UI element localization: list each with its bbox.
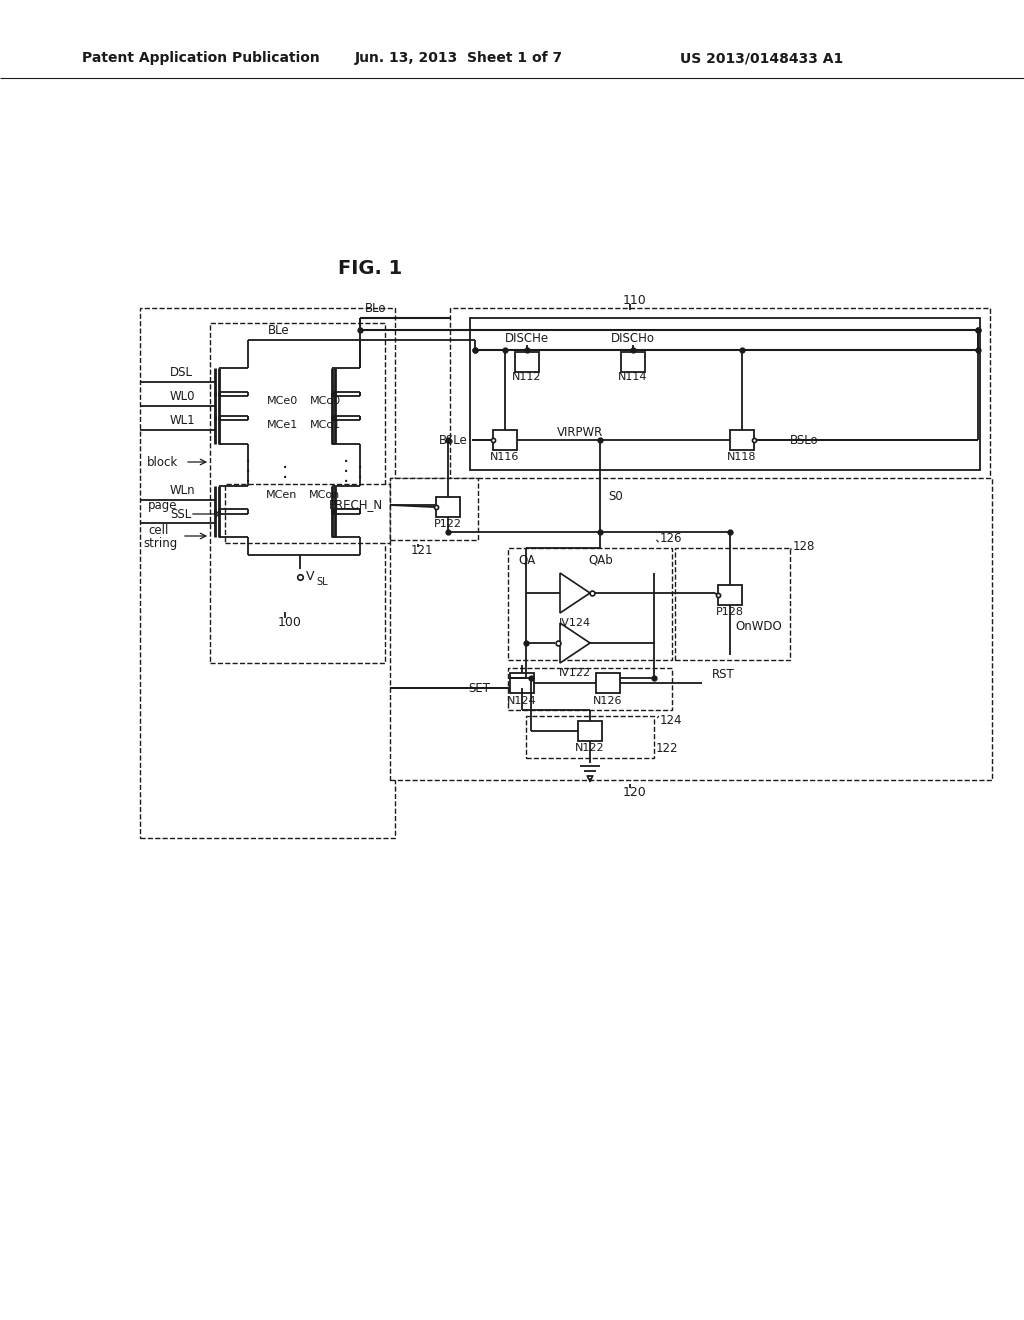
Text: 110: 110 bbox=[624, 293, 647, 306]
Text: ·: · bbox=[245, 462, 251, 482]
Text: Patent Application Publication: Patent Application Publication bbox=[82, 51, 319, 65]
Text: FIG. 1: FIG. 1 bbox=[338, 259, 402, 277]
Text: MCe0: MCe0 bbox=[266, 396, 298, 407]
Text: VIRPWR: VIRPWR bbox=[557, 425, 603, 438]
Text: P122: P122 bbox=[434, 519, 462, 529]
Text: 124: 124 bbox=[660, 714, 683, 726]
Text: P128: P128 bbox=[716, 607, 744, 616]
Text: QAb: QAb bbox=[588, 553, 612, 566]
Bar bbox=[578, 721, 602, 741]
Bar bbox=[510, 673, 534, 693]
Text: 122: 122 bbox=[656, 742, 679, 755]
Bar bbox=[140, 308, 395, 838]
Text: 100: 100 bbox=[279, 615, 302, 628]
Text: N116: N116 bbox=[490, 451, 520, 462]
Text: ·: · bbox=[282, 458, 288, 478]
Text: BLo: BLo bbox=[365, 302, 386, 315]
Text: MCo0: MCo0 bbox=[309, 396, 341, 407]
Bar bbox=[730, 430, 754, 450]
Bar bbox=[675, 548, 790, 660]
Bar bbox=[508, 668, 672, 710]
Text: string: string bbox=[143, 536, 177, 549]
Text: block: block bbox=[147, 455, 178, 469]
Text: QA: QA bbox=[518, 553, 536, 566]
Text: BLe: BLe bbox=[268, 325, 290, 338]
Bar bbox=[493, 430, 517, 450]
Text: Jun. 13, 2013  Sheet 1 of 7: Jun. 13, 2013 Sheet 1 of 7 bbox=[355, 51, 563, 65]
Text: ·: · bbox=[357, 458, 364, 478]
Bar bbox=[390, 478, 992, 780]
Text: WL1: WL1 bbox=[170, 414, 196, 428]
Bar bbox=[596, 673, 620, 693]
Text: S0: S0 bbox=[608, 490, 623, 503]
Text: PRECH_N: PRECH_N bbox=[329, 499, 383, 511]
Text: BSLe: BSLe bbox=[439, 433, 468, 446]
Bar bbox=[621, 352, 645, 372]
Text: BSLo: BSLo bbox=[790, 433, 818, 446]
Text: page: page bbox=[148, 499, 177, 512]
Text: 128: 128 bbox=[793, 540, 815, 553]
Text: ·: · bbox=[245, 453, 251, 471]
Text: ·: · bbox=[282, 469, 288, 487]
Text: DISCHo: DISCHo bbox=[611, 331, 655, 345]
Bar bbox=[210, 323, 385, 663]
Text: N114: N114 bbox=[618, 372, 648, 381]
Text: US 2013/0148433 A1: US 2013/0148433 A1 bbox=[680, 51, 843, 65]
Text: 126: 126 bbox=[660, 532, 683, 544]
Text: MCe1: MCe1 bbox=[266, 420, 298, 430]
Bar bbox=[470, 318, 980, 470]
Text: N112: N112 bbox=[512, 372, 542, 381]
Text: ·: · bbox=[343, 473, 349, 491]
Bar bbox=[718, 585, 742, 605]
Bar bbox=[390, 478, 478, 540]
Text: ·: · bbox=[245, 473, 251, 491]
Text: N126: N126 bbox=[593, 696, 623, 706]
Polygon shape bbox=[560, 623, 590, 663]
Text: DISCHe: DISCHe bbox=[505, 331, 549, 345]
Text: ·: · bbox=[343, 462, 349, 482]
Bar bbox=[515, 352, 539, 372]
Text: SSL: SSL bbox=[170, 507, 191, 520]
Text: WLn: WLn bbox=[170, 484, 196, 498]
Text: IV124: IV124 bbox=[559, 618, 591, 628]
Bar bbox=[225, 484, 390, 543]
Text: cell: cell bbox=[148, 524, 168, 536]
Bar bbox=[508, 548, 672, 660]
Text: DSL: DSL bbox=[170, 367, 193, 380]
Bar bbox=[436, 498, 460, 517]
Text: ·: · bbox=[357, 469, 364, 487]
Text: 121: 121 bbox=[411, 544, 433, 557]
Text: RST: RST bbox=[712, 668, 735, 681]
Text: SL: SL bbox=[316, 577, 328, 587]
Text: WL0: WL0 bbox=[170, 391, 196, 404]
Text: 120: 120 bbox=[624, 785, 647, 799]
Text: MCen: MCen bbox=[266, 490, 298, 500]
Text: SET: SET bbox=[468, 681, 490, 694]
Text: N124: N124 bbox=[507, 696, 537, 706]
Bar bbox=[450, 308, 990, 480]
Polygon shape bbox=[560, 573, 590, 612]
Text: IV122: IV122 bbox=[559, 668, 591, 678]
Text: MCo1: MCo1 bbox=[309, 420, 341, 430]
Text: N118: N118 bbox=[727, 451, 757, 462]
Bar bbox=[526, 715, 654, 758]
Text: OnWDO: OnWDO bbox=[735, 620, 781, 634]
Text: ·: · bbox=[343, 453, 349, 471]
Text: V: V bbox=[306, 570, 314, 583]
Text: MCon: MCon bbox=[309, 490, 341, 500]
Text: N122: N122 bbox=[575, 743, 605, 752]
